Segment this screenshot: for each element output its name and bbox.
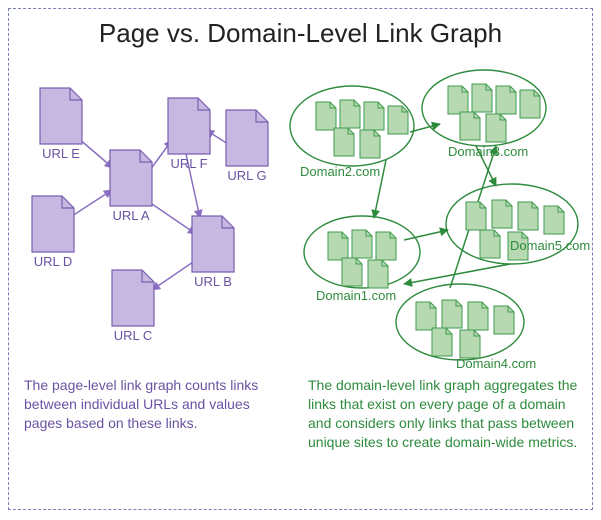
page-doc-label: URL D — [34, 254, 73, 269]
diagram-canvas: Page vs. Domain-Level Link Graph URL EUR… — [0, 0, 601, 520]
page-doc-A: URL A — [110, 150, 152, 223]
page-doc-label: URL B — [194, 274, 232, 289]
domain-graph-caption: The domain-level link graph aggregates t… — [308, 376, 584, 452]
page-doc-label: URL G — [227, 168, 266, 183]
domain-label: Domain1.com — [316, 288, 396, 303]
domain-mini-doc — [492, 200, 512, 228]
domain-mini-doc — [468, 302, 488, 330]
domain-mini-doc — [460, 112, 480, 140]
domain-D2: Domain2.com — [290, 86, 414, 179]
page-link-arrow — [78, 138, 113, 168]
domain-mini-doc — [432, 328, 452, 356]
page-doc-label: URL A — [112, 208, 149, 223]
page-doc-D: URL D — [32, 196, 74, 269]
domain-mini-doc — [328, 232, 348, 260]
domain-mini-doc — [340, 100, 360, 128]
domain-D3: Domain3.com — [422, 70, 546, 159]
domain-mini-doc — [520, 90, 540, 118]
domain-mini-doc — [496, 86, 516, 114]
page-doc-label: URL E — [42, 146, 80, 161]
domain-mini-doc — [334, 128, 354, 156]
domain-mini-doc — [316, 102, 336, 130]
domain-mini-doc — [442, 300, 462, 328]
domain-mini-doc — [342, 258, 362, 286]
domain-mini-doc — [376, 232, 396, 260]
page-doc-G: URL G — [226, 110, 268, 183]
domain-mini-doc — [388, 106, 408, 134]
domain-label: Domain2.com — [300, 164, 380, 179]
domain-label: Domain4.com — [456, 356, 536, 371]
page-link-arrow — [152, 260, 196, 290]
domain-mini-doc — [416, 302, 436, 330]
domain-mini-doc — [460, 330, 480, 358]
domain-mini-doc — [448, 86, 468, 114]
page-link-arrow — [152, 204, 196, 234]
domain-mini-doc — [466, 202, 486, 230]
page-doc-label: URL F — [170, 156, 207, 171]
domain-mini-doc — [368, 260, 388, 288]
page-link-arrow — [72, 190, 112, 216]
domain-mini-doc — [494, 306, 514, 334]
domain-mini-doc — [544, 206, 564, 234]
domain-mini-doc — [486, 114, 506, 142]
page-doc-label: URL C — [114, 328, 153, 343]
page-doc-C: URL C — [112, 270, 154, 343]
domain-mini-doc — [352, 230, 372, 258]
page-doc-B: URL B — [192, 216, 234, 289]
domain-label: Domain3.com — [448, 144, 528, 159]
domain-label: Domain5.com — [510, 238, 590, 253]
domain-mini-doc — [518, 202, 538, 230]
domain-mini-doc — [472, 84, 492, 112]
page-graph-caption: The page-level link graph counts links b… — [24, 376, 286, 433]
domain-mini-doc — [480, 230, 500, 258]
domain-D5: Domain5.com — [446, 184, 590, 264]
page-doc-F: URL F — [168, 98, 210, 171]
domain-D1: Domain1.com — [304, 216, 420, 303]
page-doc-E: URL E — [40, 88, 82, 161]
domain-mini-doc — [360, 130, 380, 158]
domain-mini-doc — [364, 102, 384, 130]
domain-D4: Domain4.com — [396, 284, 536, 371]
